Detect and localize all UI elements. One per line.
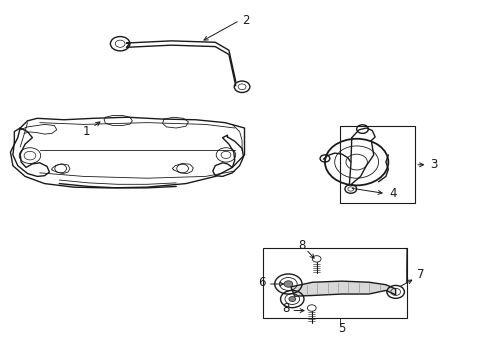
Text: 5: 5 [338, 322, 345, 335]
Text: 2: 2 [241, 14, 249, 27]
Text: 3: 3 [429, 158, 436, 171]
Text: 7: 7 [416, 268, 424, 281]
Text: 6: 6 [258, 276, 265, 289]
Polygon shape [290, 281, 395, 296]
Text: 8: 8 [282, 302, 289, 315]
Text: 1: 1 [82, 122, 100, 138]
Circle shape [288, 297, 295, 302]
Text: 4: 4 [388, 187, 396, 200]
Bar [263, 248, 406, 318]
Bar [339, 126, 414, 203]
Text: 8: 8 [298, 239, 305, 252]
Circle shape [284, 281, 292, 287]
